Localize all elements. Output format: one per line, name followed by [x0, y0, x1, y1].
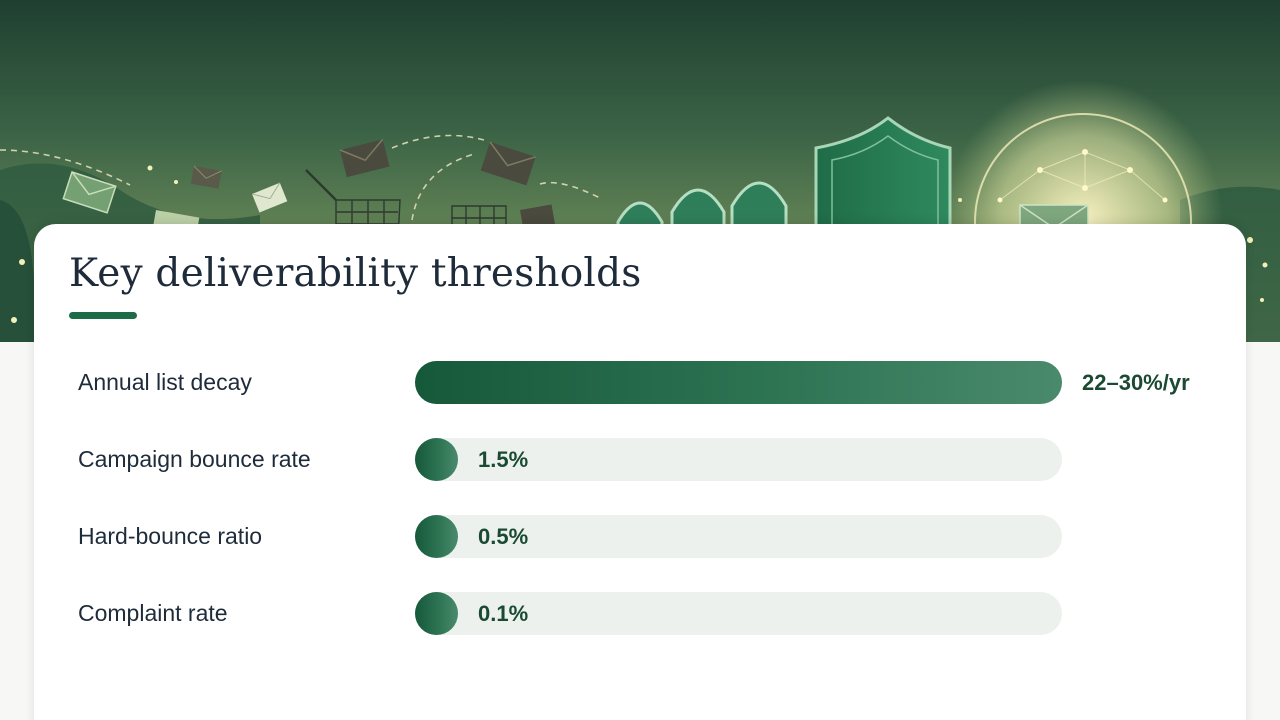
chart-card: Key deliverability thresholds Annual lis…: [34, 224, 1246, 720]
page-title: Key deliverability thresholds: [69, 251, 642, 296]
bar-value-label: 22–30%/yr: [1082, 370, 1190, 395]
bar: [415, 592, 458, 635]
bar: [415, 438, 458, 481]
title-underline: [69, 312, 137, 319]
bar-label: Hard-bounce ratio: [78, 523, 263, 549]
bar-track: [415, 361, 1062, 404]
flying-envelopes-icon: [62, 138, 555, 240]
bar: [415, 515, 458, 558]
bar-label: Complaint rate: [78, 600, 228, 626]
bar-track: 0.1%: [415, 592, 1062, 635]
bar-track: 0.5%: [415, 515, 1062, 558]
bar-value-label: 0.5%: [478, 524, 529, 549]
bar-label: Campaign bounce rate: [78, 446, 311, 472]
bar-track: 1.5%: [415, 438, 1062, 481]
shield-icon: [814, 116, 952, 242]
bar: [415, 361, 1062, 404]
bar-label: Annual list decay: [78, 369, 252, 395]
bar-value-label: 1.5%: [478, 447, 529, 472]
bar-value-label: 0.1%: [478, 601, 529, 626]
